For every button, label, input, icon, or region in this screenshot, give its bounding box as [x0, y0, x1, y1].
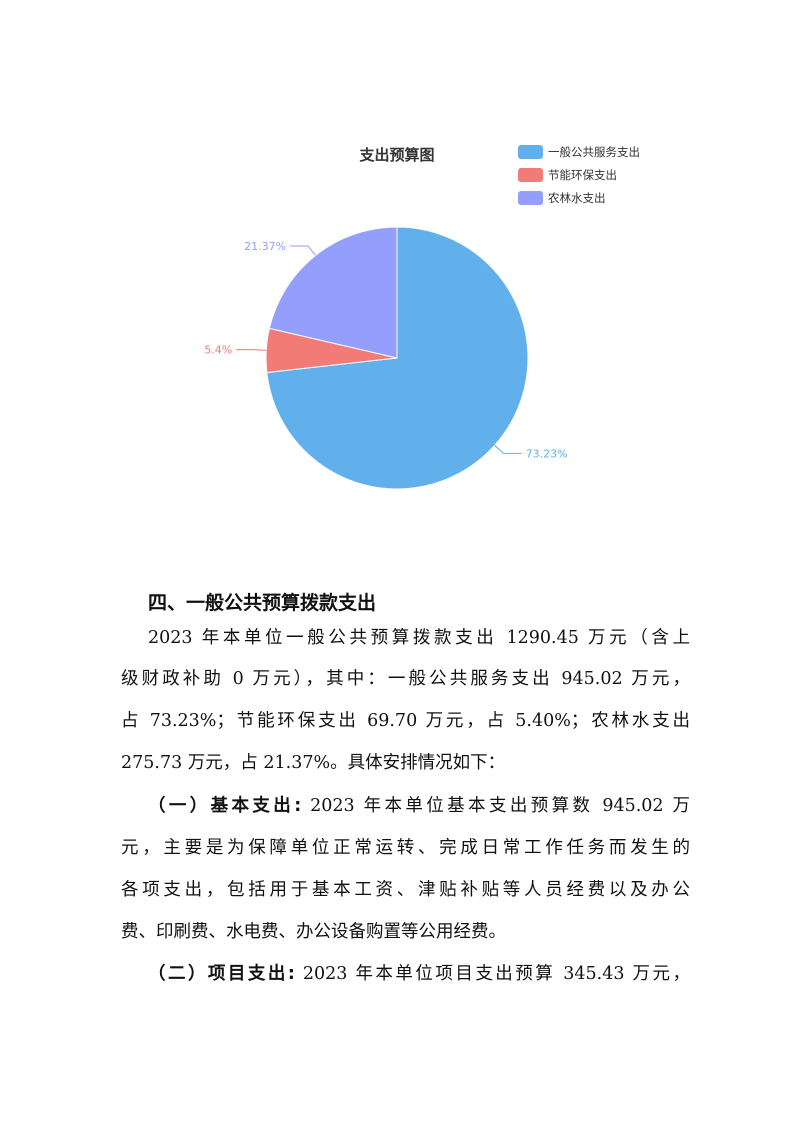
legend-label: 农林水支出 — [548, 191, 606, 205]
label-line — [236, 349, 267, 351]
legend-swatch — [518, 168, 543, 182]
paragraph-line: 级财政补助 0 万元），其中：一般公共服务支出 945.02 万元， — [121, 669, 690, 689]
data-label: 21.37% — [244, 240, 286, 253]
paragraph-line: （二）项目支出: 2023 年本单位项目支出预算 345.43 万元， — [148, 963, 690, 985]
pie-slice — [268, 226, 398, 359]
paragraph-line: （一）基本支出: 2023 年本单位基本支出预算数 945.02 万 — [148, 795, 690, 817]
paragraph-line: 275.73 万元，占 21.37%。具体安排情况如下： — [121, 753, 506, 773]
paragraph-line: 费、印刷费、水电费、办公设备购置等公用经费。 — [121, 922, 506, 942]
label-line — [290, 245, 316, 256]
project-expense-text: 2023 年本单位项目支出预算 345.43 万元， — [294, 964, 690, 984]
paragraph-line: 占 73.23%；节能环保支出 69.70 万元，占 5.40%；农林水支出 — [121, 711, 690, 731]
legend-swatch — [518, 145, 543, 159]
label-line — [494, 444, 522, 454]
project-expense-label: （二）项目支出: — [148, 964, 295, 984]
basic-expense-label: （一）基本支出: — [148, 796, 302, 816]
data-label: 73.23% — [526, 447, 568, 460]
section-heading: 四、一般公共预算拨款支出 — [148, 592, 377, 614]
legend-label: 节能环保支出 — [548, 168, 617, 182]
paragraph-line: 2023 年本单位一般公共预算拨款支出 1290.45 万元（含上 — [148, 628, 690, 648]
paragraph-line: 各项支出，包括用于基本工资、津贴补贴等人员经费以及办公 — [121, 880, 690, 900]
chart-title: 支出预算图 — [358, 146, 434, 164]
paragraph-line: 元，主要是为保障单位正常运转、完成日常工作任务而发生的 — [121, 838, 690, 858]
legend-label: 一般公共服务支出 — [548, 145, 640, 159]
basic-expense-text: 2023 年本单位基本支出预算数 945.02 万 — [301, 796, 690, 816]
legend-swatch — [518, 191, 543, 205]
data-label: 5.4% — [204, 344, 232, 357]
